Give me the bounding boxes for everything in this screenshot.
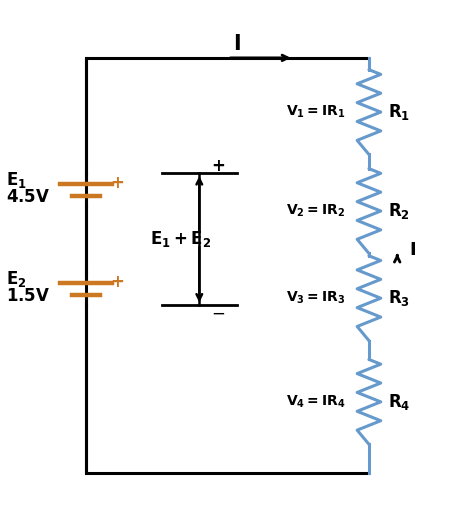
Text: $\mathbf{1.5V}$: $\mathbf{1.5V}$ — [6, 287, 50, 305]
Text: +: + — [110, 173, 124, 192]
Text: $\mathbf{R_4}$: $\mathbf{R_4}$ — [388, 392, 410, 412]
Text: $\mathbf{I}$: $\mathbf{I}$ — [409, 241, 416, 259]
Text: $\mathbf{V_1=IR_1}$: $\mathbf{V_1=IR_1}$ — [286, 104, 346, 120]
Text: +: + — [110, 272, 124, 291]
Text: $\mathbf{R_3}$: $\mathbf{R_3}$ — [388, 288, 410, 308]
Text: $\mathbf{4.5V}$: $\mathbf{4.5V}$ — [6, 188, 50, 206]
Text: $\mathbf{E_2}$: $\mathbf{E_2}$ — [6, 269, 27, 289]
Text: $\mathbf{V_2=IR_2}$: $\mathbf{V_2=IR_2}$ — [286, 203, 346, 219]
Text: $\mathbf{R_2}$: $\mathbf{R_2}$ — [388, 201, 410, 221]
Text: +: + — [211, 157, 225, 175]
Text: $\mathbf{V_3=IR_3}$: $\mathbf{V_3=IR_3}$ — [286, 290, 346, 306]
Text: $\mathbf{E_1+E_2}$: $\mathbf{E_1+E_2}$ — [150, 229, 211, 249]
Text: $-$: $-$ — [211, 303, 225, 321]
Text: $\mathbf{V_4=IR_4}$: $\mathbf{V_4=IR_4}$ — [286, 394, 346, 410]
Text: $\mathbf{I}$: $\mathbf{I}$ — [233, 34, 241, 54]
Text: $\mathbf{E_1}$: $\mathbf{E_1}$ — [6, 170, 27, 190]
Text: $\mathbf{R_1}$: $\mathbf{R_1}$ — [388, 102, 410, 122]
